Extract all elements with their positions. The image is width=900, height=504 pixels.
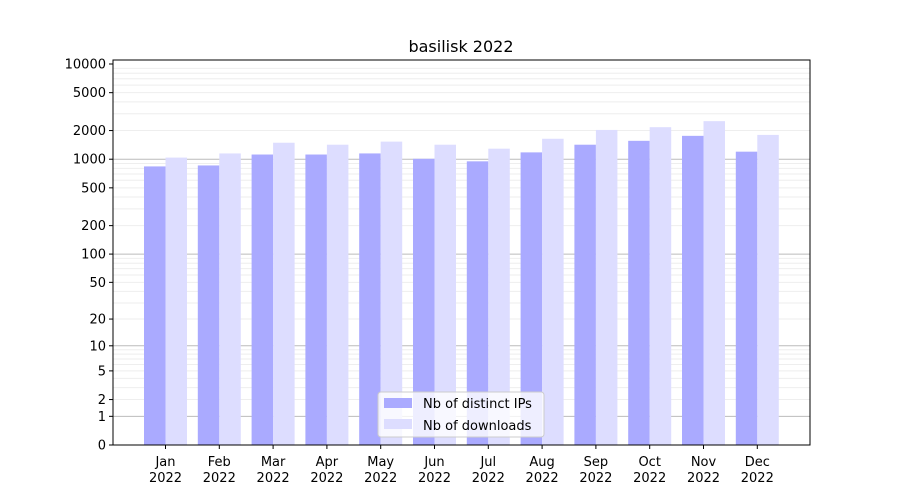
bar-downloads bbox=[273, 142, 295, 445]
bar-distinct-ips bbox=[144, 166, 166, 445]
x-tick-label: Nov 2022 bbox=[687, 455, 720, 486]
bar-distinct-ips bbox=[305, 154, 327, 445]
bar-downloads bbox=[488, 148, 510, 446]
y-tick-label: 0 bbox=[98, 439, 106, 454]
x-axis: Jan 2022 Feb 2022 Mar 2022 Apr 2022 May 2022 Jun 20… bbox=[149, 445, 774, 486]
x-tick-label: Feb 2022 bbox=[203, 455, 236, 486]
y-tick-label: 100 bbox=[81, 248, 106, 263]
y-tick-label: 5 bbox=[98, 364, 106, 379]
y-tick-label: 2000 bbox=[73, 124, 106, 139]
legend-swatch-downloads bbox=[384, 419, 412, 429]
bar-downloads bbox=[165, 157, 187, 445]
y-axis: 0 1 2 5 10 20 50 100 200 500 1000 2000 5000 10000 bbox=[65, 57, 113, 454]
bar-distinct-ips bbox=[359, 153, 381, 446]
x-tick-label: Sep 2022 bbox=[579, 455, 612, 486]
bar-downloads bbox=[434, 144, 456, 446]
bar-distinct-ips bbox=[197, 165, 220, 445]
legend-label-ips: Nb of distinct IPs bbox=[423, 397, 532, 412]
x-tick-label: Jan 2022 bbox=[149, 455, 182, 486]
bar-distinct-ips bbox=[574, 144, 596, 446]
x-tick-label: Mar 2022 bbox=[257, 455, 290, 486]
bar-distinct-ips bbox=[735, 151, 758, 445]
bar-distinct-ips bbox=[466, 161, 489, 445]
bar-downloads bbox=[542, 138, 564, 445]
legend: Nb of distinct IPs Nb of downloads bbox=[377, 391, 545, 438]
bar-distinct-ips bbox=[628, 140, 650, 445]
y-tick-label: 5000 bbox=[73, 86, 106, 101]
y-tick-label: 10000 bbox=[65, 57, 106, 72]
bars bbox=[144, 121, 779, 446]
bar-distinct-ips bbox=[413, 158, 435, 445]
y-tick-label: 10 bbox=[89, 339, 106, 354]
legend-swatch-ips bbox=[384, 398, 412, 408]
y-tick-label: 1 bbox=[98, 410, 106, 425]
bar-distinct-ips bbox=[520, 152, 543, 445]
y-tick-label: 200 bbox=[81, 219, 106, 234]
bar-downloads bbox=[326, 144, 349, 446]
x-tick-label: May 2022 bbox=[364, 455, 397, 486]
bar-distinct-ips bbox=[682, 135, 704, 445]
y-tick-label: 2 bbox=[98, 393, 106, 408]
bar-downloads bbox=[219, 153, 241, 446]
bar-downloads bbox=[649, 127, 672, 445]
x-tick-label: Jun 2022 bbox=[418, 455, 451, 486]
bar-downloads bbox=[595, 129, 618, 446]
chart-title: basilisk 2022 bbox=[408, 37, 513, 56]
y-tick-label: 500 bbox=[81, 181, 106, 196]
y-tick-label: 1000 bbox=[73, 153, 106, 168]
plot-frame bbox=[112, 59, 811, 446]
x-tick-label: Jul 2022 bbox=[472, 455, 505, 486]
bar-downloads bbox=[380, 141, 403, 446]
bar-distinct-ips bbox=[251, 154, 274, 445]
x-tick-label: Dec 2022 bbox=[741, 455, 774, 486]
x-tick-label: Apr 2022 bbox=[310, 455, 343, 486]
bar-downloads bbox=[703, 121, 725, 445]
x-tick-label: Oct 2022 bbox=[633, 455, 666, 486]
bar-downloads bbox=[757, 134, 779, 445]
y-tick-label: 20 bbox=[89, 313, 106, 328]
legend-box bbox=[377, 391, 545, 438]
x-tick-label: Aug 2022 bbox=[526, 455, 559, 486]
legend-label-downloads: Nb of downloads bbox=[423, 419, 532, 434]
y-tick-label: 50 bbox=[89, 276, 106, 291]
